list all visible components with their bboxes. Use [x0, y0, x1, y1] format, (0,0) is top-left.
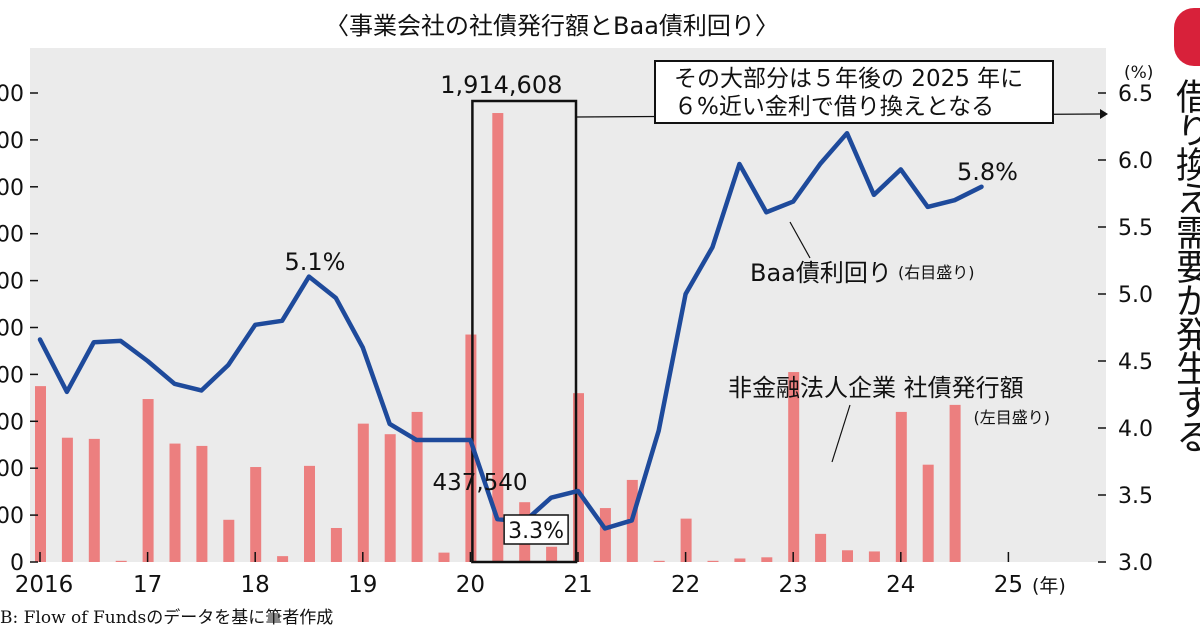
side-title: 借り換え需要が発生する: [1170, 78, 1200, 452]
bar: [304, 465, 315, 562]
bar: [707, 560, 719, 562]
plot-area: [30, 48, 1106, 562]
x-tick-label: 22: [671, 572, 700, 598]
y-right-tick-label: 3.0: [1118, 551, 1153, 576]
y-left-tick-label: 1,600: [0, 176, 24, 201]
y-right-tick-label: 3.5: [1118, 484, 1153, 509]
bar: [949, 404, 961, 562]
x-tick-label: 17: [133, 572, 162, 598]
bar: [61, 437, 73, 562]
source-note: B: Flow of Fundsのデータを基に筆者作成: [0, 608, 334, 628]
line-leader: [789, 221, 811, 259]
callout-line-1: その大部分は５年後の 2025 年に: [674, 66, 1024, 92]
bar: [734, 558, 746, 562]
bar: [492, 113, 504, 563]
y-left-tick-label: 200: [0, 504, 24, 529]
callout-arrow: [1100, 109, 1108, 119]
bar: [761, 557, 773, 562]
bar: [88, 438, 100, 562]
y-left-tick-label: 400: [0, 457, 24, 482]
line-series-name: Baa債利回り: [750, 259, 892, 287]
bar: [142, 399, 154, 562]
y-right-tick-label: 5.0: [1118, 283, 1153, 308]
x-tick-label: 24: [886, 572, 915, 598]
bar: [788, 372, 800, 562]
y-right-unit: (%): [1124, 63, 1153, 83]
bar: [196, 445, 208, 562]
bar: [223, 519, 235, 562]
y-right-tick-label: 4.0: [1118, 417, 1153, 442]
section-marker: [1174, 8, 1200, 66]
x-tick-label: 19: [348, 572, 377, 598]
y-left-tick-label: 1,200: [0, 270, 24, 295]
bar: [438, 552, 450, 562]
bar: [169, 443, 181, 562]
y-right-tick-label: 6.0: [1118, 149, 1153, 174]
bar: [411, 411, 423, 562]
bar: [895, 411, 907, 562]
line-latest-label: 5.8%: [957, 158, 1018, 186]
bar: [384, 434, 396, 562]
y-left-tick-label: 1,000: [0, 317, 24, 342]
bar: [115, 560, 127, 562]
bar-axis-note: (左目盛り): [974, 408, 1051, 427]
bar: [680, 518, 692, 562]
chart-title: 〈事業会社の社債発行額とBaa債利回り〉: [325, 12, 779, 40]
y-left-tick-label: 1,400: [0, 223, 24, 248]
callout-line-2: ６%近い金利で借り換えとなる: [674, 94, 995, 120]
bar-2019-label: 437,540: [432, 470, 527, 496]
annotations: 1,914,608 437,540 5.1% 5.8% 3.3% Baa債利回り (右目盛り…: [285, 71, 1051, 545]
axes: 0 200 400 600 800 1,000 1,200 1,400 1,600 1,800 2,…: [0, 63, 1153, 598]
y-left-tick-label: 0: [10, 551, 24, 576]
x-tick-label: 20: [456, 572, 485, 598]
y-right-tick-label: 5.5: [1118, 216, 1153, 241]
peak-bar-label: 1,914,608: [440, 71, 562, 99]
bar: [922, 464, 934, 562]
x-tick-label: 18: [241, 572, 270, 598]
bar: [653, 560, 665, 562]
y-right-tick-label: 6.5: [1118, 82, 1153, 107]
bar: [546, 546, 558, 562]
x-tick-label: 2016: [15, 572, 74, 598]
x-tick-label: 21: [563, 572, 592, 598]
bar: [573, 393, 584, 562]
highlight-rect: [471, 99, 578, 564]
bar: [277, 556, 289, 562]
line-axis-note: (右目盛り): [898, 263, 975, 282]
line-peak-2018-label: 5.1%: [285, 248, 346, 276]
bar: [330, 527, 342, 562]
y-left-tick-label: 1,800: [0, 129, 24, 154]
y-right-tick-label: 4.5: [1118, 350, 1153, 375]
bar: [868, 551, 880, 562]
y-left-tick-label: 800: [0, 363, 24, 388]
line-low-box: [503, 514, 569, 545]
bar: [35, 386, 46, 562]
bar-series-name: 非金融法人企業 社債発行額: [728, 374, 1024, 402]
line-low-2020-label: 3.3%: [508, 519, 564, 544]
bar: [815, 533, 827, 562]
x-tick-label: 23: [779, 572, 808, 598]
bar: [599, 508, 611, 562]
bar: [250, 467, 262, 562]
bar: [842, 550, 853, 562]
bar-leader: [831, 404, 851, 463]
callout-box: その大部分は５年後の 2025 年に ６%近い金利で借り換えとなる: [654, 60, 1054, 124]
y-left-tick-label: 600: [0, 410, 24, 435]
x-unit: (年): [1032, 575, 1066, 597]
x-tick-label: 25: [994, 572, 1023, 598]
y-left-tick-label: 2,000: [0, 82, 24, 107]
bar: [357, 423, 369, 562]
